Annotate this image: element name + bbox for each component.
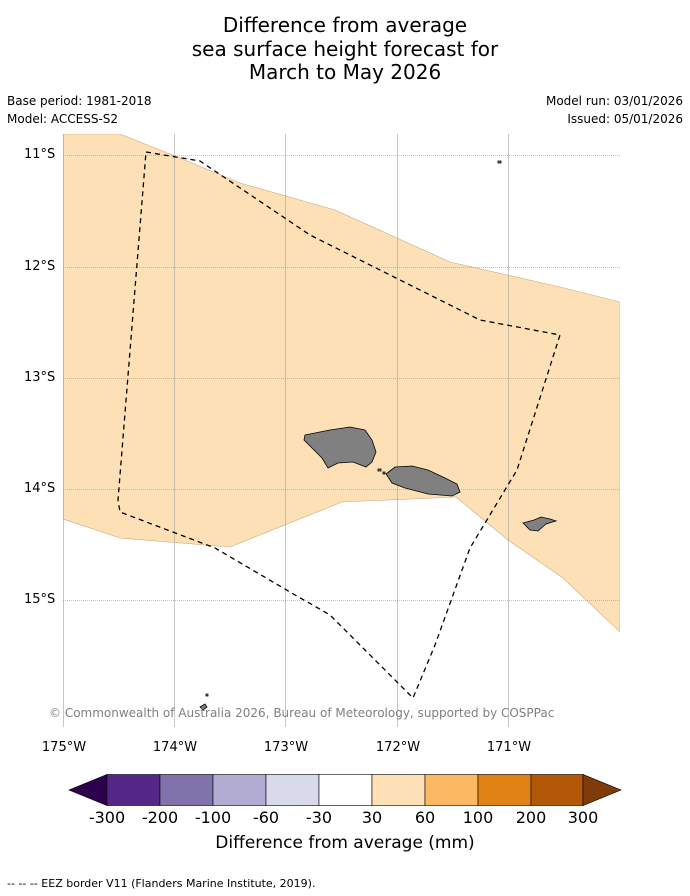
lon-label-173w: 173°W — [263, 740, 309, 755]
lat-label-13s: 13°S — [24, 370, 56, 385]
issued-text: Issued: 05/01/2026 — [567, 112, 683, 126]
islet-southwest — [199, 703, 208, 711]
islands — [199, 160, 558, 711]
colorbar-tick: 100 — [462, 808, 494, 827]
colorbar-bin-5 — [318, 774, 373, 806]
lat-label-12s: 12°S — [24, 259, 56, 274]
lat-label-15s: 15°S — [24, 592, 56, 607]
colorbar-bin-8 — [477, 774, 532, 806]
colorbar-bin-3 — [212, 774, 267, 806]
lon-label-174w: 174°W — [152, 740, 198, 755]
colorbar-extend-low — [68, 774, 108, 806]
lat-label-11s: 11°S — [24, 147, 56, 162]
island-upolu — [385, 465, 461, 497]
model-run-text: Model run: 03/01/2026 — [545, 94, 683, 108]
copyright-notice: © Commonwealth of Australia 2026, Bureau… — [49, 706, 555, 720]
colorbar-bin-1 — [106, 774, 161, 806]
colorbar-bin-2 — [159, 774, 214, 806]
colorbar-bin-4 — [265, 774, 320, 806]
gridlines — [63, 134, 509, 727]
colorbar-tick: -200 — [141, 808, 179, 827]
colorbar-tick: 30 — [361, 808, 383, 827]
islet-northeast — [497, 160, 502, 164]
island-savaii — [303, 426, 377, 469]
islet-manono — [382, 471, 386, 475]
colorbar-bin-7 — [424, 774, 479, 806]
title-line-3: March to May 2026 — [248, 60, 442, 84]
colorbar-bin-9 — [530, 774, 584, 806]
eez-border — [117, 151, 561, 700]
lon-label-171w: 171°W — [486, 740, 532, 755]
colorbar-tick: -100 — [194, 808, 232, 827]
lon-label-172w: 172°W — [375, 740, 421, 755]
base-period-text: Base period: 1981-2018 — [7, 94, 152, 108]
title-line-2: sea surface height forecast for — [191, 36, 499, 61]
islet-apolima — [377, 468, 382, 472]
colorbar-title: Difference from average (mm) — [215, 833, 475, 853]
lat-label-14s: 14°S — [24, 481, 56, 496]
eez-legend: -- -- -- EEZ border V11 (Flanders Marine… — [7, 877, 316, 890]
colorbar — [68, 774, 622, 806]
title-line-1: Difference from average — [222, 13, 468, 37]
map-title: Difference from average sea surface heig… — [0, 13, 690, 85]
anomaly-region-30-60 — [63, 134, 620, 633]
islet-southwest-2 — [205, 693, 209, 697]
colorbar-tick: 60 — [414, 808, 436, 827]
colorbar-tick: 200 — [515, 808, 547, 827]
parallels — [63, 155, 620, 601]
lon-label-175w: 175°W — [41, 740, 87, 755]
model-text: Model: ACCESS-S2 — [7, 112, 119, 126]
colorbar-extend-high — [582, 774, 622, 806]
colorbar-tick: -60 — [252, 808, 280, 827]
colorbar-tick: -30 — [305, 808, 333, 827]
colorbar-tick: 300 — [567, 808, 599, 827]
colorbar-bin-6 — [371, 774, 426, 806]
colorbar-tick: -300 — [88, 808, 126, 827]
island-tutuila — [522, 516, 558, 532]
